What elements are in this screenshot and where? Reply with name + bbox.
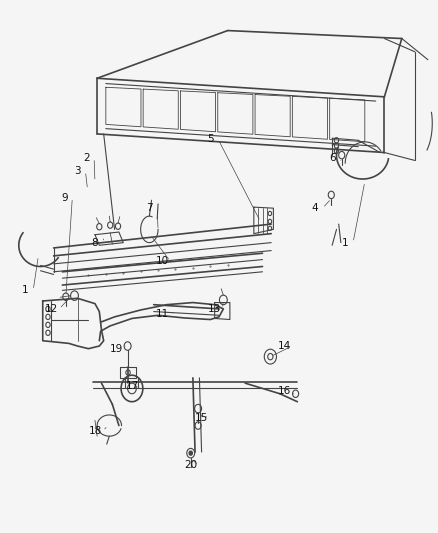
Text: 2: 2 [83, 153, 89, 163]
Text: 10: 10 [156, 256, 169, 266]
Text: 3: 3 [74, 166, 81, 176]
Text: 13: 13 [208, 304, 221, 314]
Text: 5: 5 [207, 134, 214, 144]
Text: 15: 15 [195, 413, 208, 423]
Text: 12: 12 [45, 304, 58, 314]
Text: 17: 17 [125, 381, 138, 391]
Circle shape [189, 451, 192, 455]
Text: 11: 11 [156, 309, 169, 319]
Text: 20: 20 [184, 461, 197, 470]
Text: 7: 7 [146, 203, 153, 213]
Text: 6: 6 [329, 153, 336, 163]
Text: 18: 18 [88, 426, 102, 436]
Text: 19: 19 [110, 344, 124, 354]
Text: 8: 8 [92, 238, 98, 248]
Text: 16: 16 [278, 386, 291, 396]
Text: 1: 1 [342, 238, 349, 248]
Text: 1: 1 [22, 285, 28, 295]
Text: 4: 4 [311, 203, 318, 213]
Text: 14: 14 [278, 341, 291, 351]
Text: 9: 9 [61, 192, 68, 203]
